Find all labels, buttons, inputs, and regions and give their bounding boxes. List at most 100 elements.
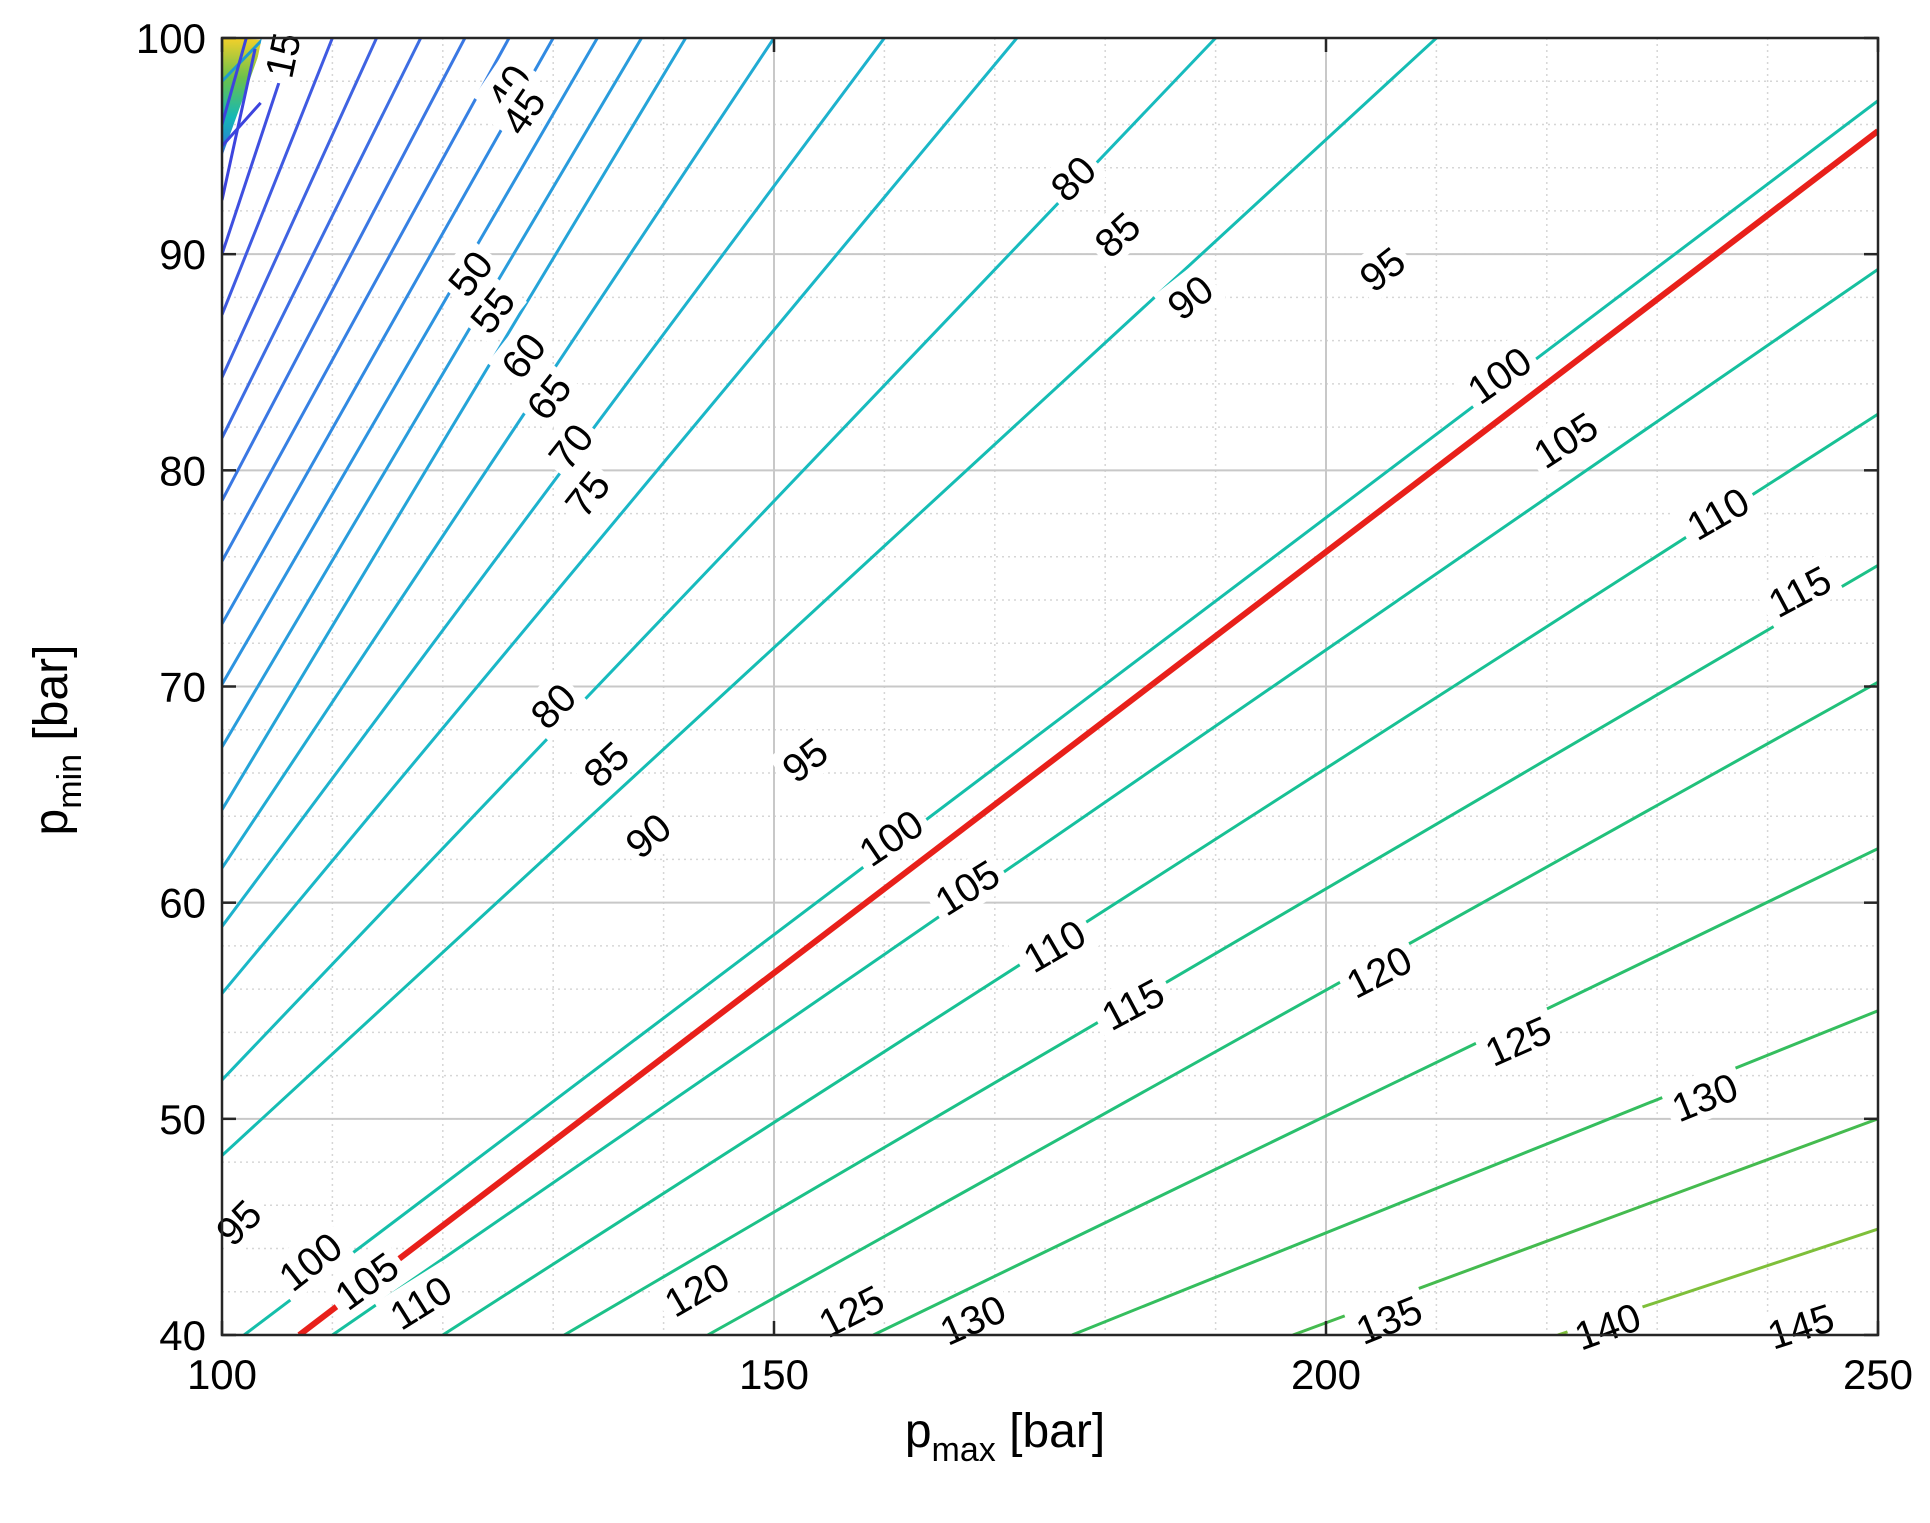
- contour-label-bg: [1153, 261, 1226, 332]
- contour-label-bg: [512, 359, 584, 433]
- contour-label-group: 130: [1659, 1060, 1750, 1133]
- contour-label-group: 105: [920, 846, 1013, 928]
- contour-line-60: [222, 38, 511, 562]
- contour-label: 95: [208, 1192, 271, 1255]
- contour-label-bg: [534, 409, 606, 483]
- contour-label-bg: [1755, 1291, 1846, 1360]
- contour-label-group: 95: [201, 1185, 274, 1258]
- contour-label-group: 80: [1036, 141, 1109, 214]
- contour-line-70: [222, 38, 599, 686]
- x-axis-label-sub: max: [932, 1431, 996, 1469]
- contour-line-20: [222, 38, 248, 125]
- y-tick-label: 60: [159, 880, 206, 927]
- contour-line-115: [331, 268, 1878, 1335]
- contour-label-bg: [569, 727, 642, 800]
- contour-line-105: [222, 38, 1438, 1157]
- contour-label-bg: [1753, 551, 1845, 630]
- contour-line-50: [222, 38, 423, 439]
- y-tick-label: 70: [159, 664, 206, 711]
- contour-label: 90: [1160, 267, 1222, 329]
- major-grid: [221, 37, 1879, 1336]
- axis-ticks: [220, 36, 1880, 1337]
- contour-label-group: 100: [844, 795, 937, 879]
- contour-label: 85: [1087, 204, 1150, 266]
- contour-label-bg: [264, 1218, 355, 1304]
- contour-label-group: 110: [1671, 473, 1764, 553]
- contour-label-group: 125: [805, 1271, 897, 1349]
- contour-label-bg: [1080, 198, 1153, 270]
- contour-label-group: 115: [1086, 964, 1179, 1043]
- contour-label-group: 85: [1080, 198, 1153, 270]
- y-tick-label: 100: [136, 15, 206, 62]
- y-axis-label-main: p: [25, 809, 78, 836]
- y-tick-label: 80: [159, 447, 206, 494]
- y-tick-label: 90: [159, 231, 206, 278]
- contour-label-group: 135: [1343, 1282, 1434, 1356]
- contour-label-bg: [768, 723, 841, 795]
- contour-label-bg: [1343, 1282, 1434, 1356]
- contour-label-bg: [1453, 332, 1545, 416]
- contour-label-group: 130: [926, 1281, 1018, 1357]
- contour-label-bg: [320, 1238, 412, 1322]
- contour-line-90: [222, 38, 886, 928]
- contour-line-65: [222, 38, 555, 625]
- y-tick-label: 40: [159, 1312, 206, 1359]
- contour-line-45: [222, 38, 378, 379]
- contour-label-group: 85: [569, 727, 642, 800]
- contour-label-bg: [926, 1281, 1018, 1357]
- x-axis-label: pmax [bar]: [905, 1405, 1105, 1469]
- contour-label-group: 145: [1755, 1291, 1846, 1360]
- contour-label-bg: [1332, 932, 1425, 1010]
- contour-label: 145: [1762, 1296, 1839, 1358]
- contour-label-group: 120: [1332, 932, 1425, 1010]
- contour-label-bg: [844, 795, 937, 879]
- contour-label: 80: [523, 675, 586, 738]
- contour-label-bg: [1659, 1060, 1750, 1133]
- y-axis-label: pmin [bar]: [25, 645, 89, 836]
- x-tick-label: 150: [739, 1351, 809, 1398]
- contour-label-bg: [201, 1185, 274, 1258]
- contour-line-40: [222, 38, 334, 316]
- contour-line-85: [222, 38, 776, 869]
- contour-label: 95: [1352, 239, 1414, 301]
- contour-label-bg: [473, 51, 543, 124]
- contour-label-bg: [1519, 398, 1611, 481]
- contour-label-group: 95: [768, 723, 841, 795]
- contour-line-15: [222, 38, 266, 83]
- contour-line-55: [222, 38, 467, 502]
- contour-label-bg: [516, 669, 589, 742]
- contour-label-group: 110: [1008, 905, 1100, 985]
- y-tick-label: 50: [159, 1096, 206, 1143]
- contour-label-bg: [1345, 233, 1418, 304]
- contour-label-bg: [551, 457, 622, 530]
- contour-label-bg: [920, 846, 1013, 928]
- contour-label-group: 140: [1562, 1290, 1653, 1361]
- contour-line-125: [563, 564, 1878, 1335]
- contour-label-bg: [1671, 473, 1764, 553]
- tick-labels: 100 150 200 250 40 50 60 70 80 90 100: [136, 15, 1913, 1398]
- contour-label-bg: [1008, 905, 1100, 985]
- contour-line-135: [872, 847, 1878, 1335]
- contour-label-bg: [1562, 1290, 1653, 1361]
- contour-line-95: [222, 38, 1019, 995]
- contour-line-25: [222, 101, 262, 148]
- contour-label-bg: [1472, 1003, 1564, 1078]
- contour-label: 90: [618, 805, 680, 867]
- contour-line-110: [243, 99, 1878, 1335]
- contour-line-130: [707, 680, 1878, 1335]
- x-axis-label-main: p: [905, 1405, 932, 1458]
- contour-line-100: [222, 38, 1217, 1081]
- contour-label-group: 80: [516, 669, 589, 742]
- contour-label-bg: [456, 273, 528, 346]
- contour-label-group: 100: [1453, 332, 1545, 416]
- contour-line-75: [222, 38, 643, 748]
- contour-line-120: [441, 412, 1878, 1335]
- contour-label-bg: [650, 1249, 742, 1329]
- contour-label-bg: [487, 74, 558, 148]
- contour-label-group: 90: [611, 799, 684, 871]
- y-axis-label-unit: [bar]: [25, 645, 78, 754]
- x-tick-label: 200: [1291, 1351, 1361, 1398]
- contour-label-bg: [374, 1261, 466, 1343]
